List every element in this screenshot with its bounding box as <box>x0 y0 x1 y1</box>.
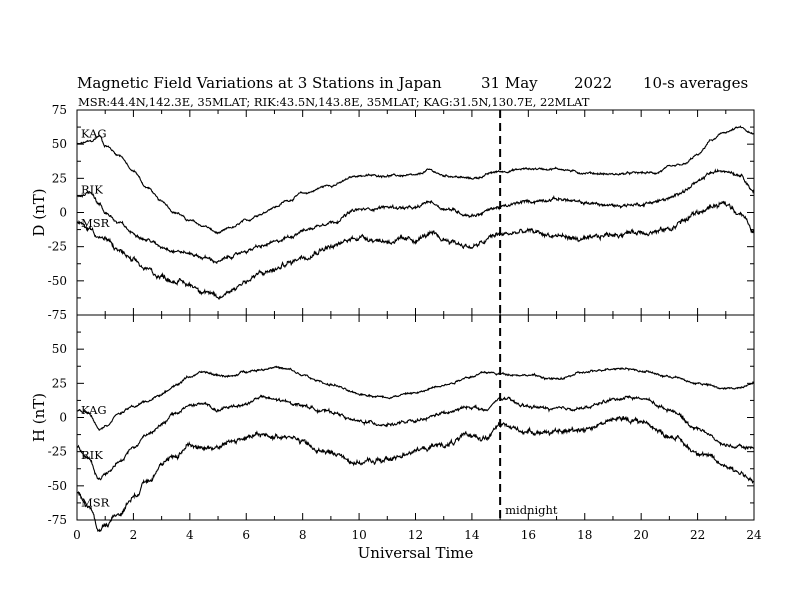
y-tick-label: 75 <box>52 103 67 117</box>
panel-d-component: 75 50 25 0 -25 -50 -75 D (nT) KAG RIK MSR <box>30 103 755 322</box>
x-tick-label: 4 <box>186 528 194 542</box>
series-line-rik <box>77 394 754 481</box>
x-tick-label: 22 <box>690 528 705 542</box>
series-line-msr <box>77 415 754 532</box>
series-label-kag: KAG <box>81 126 107 140</box>
series-label-kag: KAG <box>81 403 107 417</box>
chart-title: Magnetic Field Variations at 3 Stations … <box>77 74 442 92</box>
x-tick-label: 14 <box>464 528 480 542</box>
chart-date: 31 May <box>481 74 538 92</box>
y-tick-label: -25 <box>48 445 67 459</box>
x-tick-label: 2 <box>130 528 138 542</box>
chart-year: 2022 <box>574 74 612 92</box>
x-axis-title: Universal Time <box>358 544 474 562</box>
series-label-rik: RIK <box>81 448 103 462</box>
panel-frame <box>76 314 755 521</box>
x-tick-label: 18 <box>577 528 592 542</box>
x-tick-label: 8 <box>299 528 307 542</box>
x-tick-label: 12 <box>408 528 423 542</box>
x-tick-label: 24 <box>746 528 762 542</box>
series-line-msr <box>77 200 754 300</box>
series-line-rik <box>77 168 754 264</box>
series-line-kag <box>77 365 754 431</box>
midnight-label: midnight <box>505 503 558 517</box>
y-tick-label: 50 <box>52 342 67 356</box>
y-tick-label: 25 <box>52 171 67 185</box>
y-tick-label: -50 <box>48 274 67 288</box>
series-line-kag <box>77 125 754 235</box>
y-tick-label: -75 <box>48 513 67 527</box>
y-tick-label: -25 <box>48 240 67 254</box>
x-tick-label: 6 <box>242 528 250 542</box>
y-axis-title: H (nT) <box>30 393 48 442</box>
y-tick-label: 0 <box>59 206 67 220</box>
chart-averaging: 10-s averages <box>643 74 748 92</box>
station-info: MSR:44.4N,142.3E, 35MLAT; RIK:43.5N,143.… <box>78 95 590 109</box>
x-tick-label: 16 <box>521 528 536 542</box>
y-tick-label: 50 <box>52 137 67 151</box>
y-tick-label: -50 <box>48 479 67 493</box>
y-tick-label: -75 <box>48 308 67 322</box>
x-tick-label: 10 <box>351 528 366 542</box>
y-tick-label: 25 <box>52 376 67 390</box>
x-tick-label: 20 <box>634 528 649 542</box>
y-tick-label: 0 <box>59 411 67 425</box>
y-axis-title: D (nT) <box>30 188 48 236</box>
series-label-msr: MSR <box>81 495 110 509</box>
series-label-rik: RIK <box>81 182 103 196</box>
x-tick-label: 0 <box>73 528 81 542</box>
series-label-msr: MSR <box>81 216 110 230</box>
